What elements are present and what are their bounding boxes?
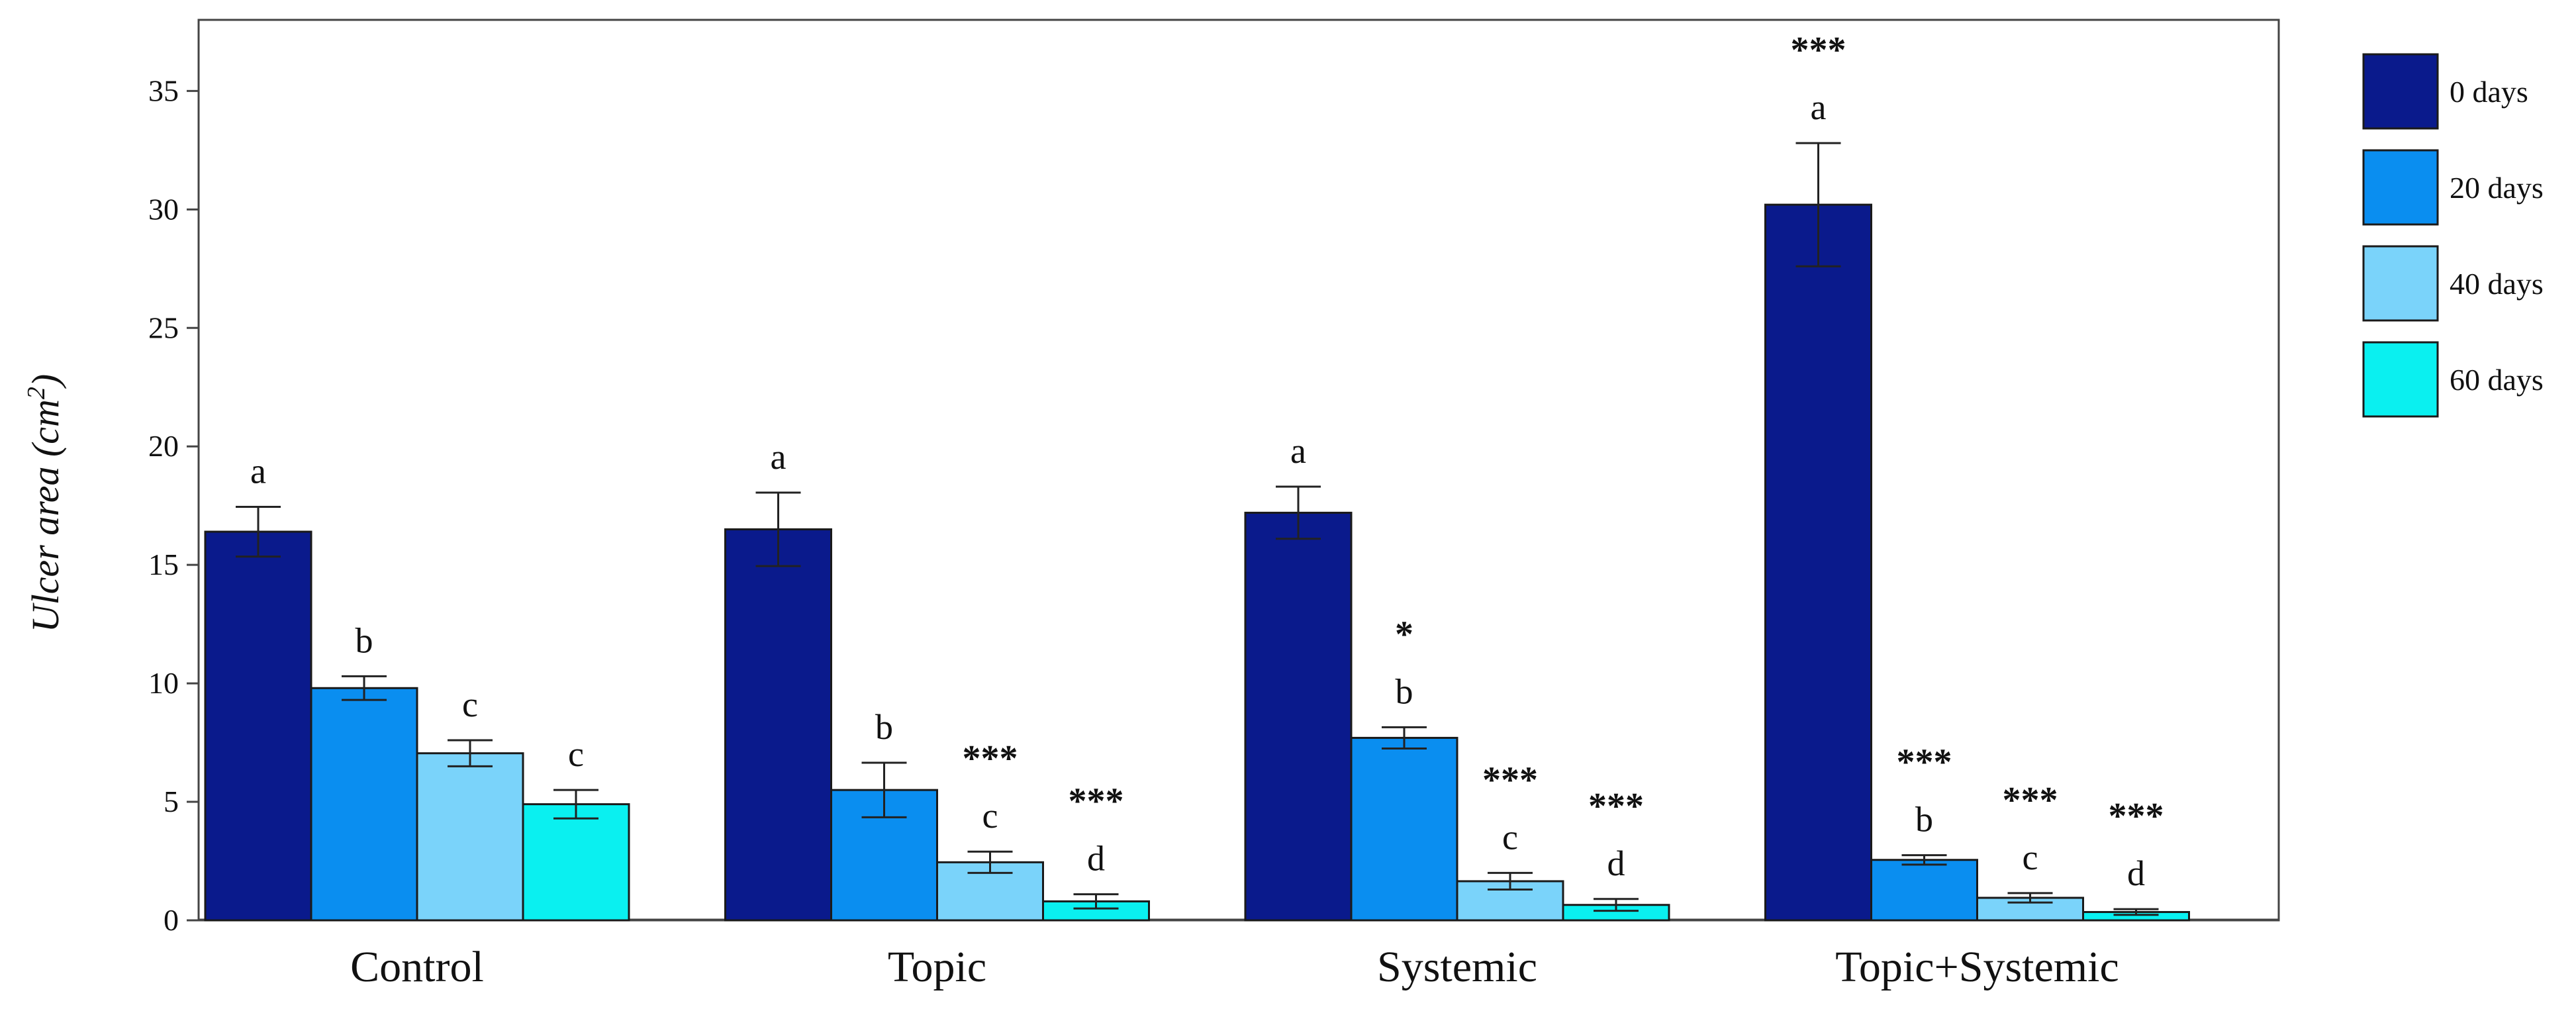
y-axis: 0 5 10 15 20 25 30 35 [148, 73, 199, 937]
significance-stars: *** [1069, 781, 1124, 822]
y-tick-label: 25 [148, 311, 179, 344]
legend-swatch [2362, 341, 2439, 418]
significance-letter: d [2127, 853, 2145, 893]
significance-stars: *** [2109, 796, 2164, 837]
legend-label: 20 days [2450, 171, 2544, 205]
significance-stars: * [1395, 614, 1413, 655]
bar [522, 803, 630, 922]
legend-swatch [2362, 53, 2439, 130]
y-tick-label: 0 [164, 903, 179, 937]
significance-letter: c [982, 796, 998, 836]
bar [1870, 859, 1978, 922]
significance-letter: a [771, 437, 787, 477]
y-tick-label: 30 [148, 192, 179, 226]
y-tick-label: 15 [148, 548, 179, 581]
significance-letter: a [1290, 431, 1306, 471]
bar [1350, 736, 1458, 922]
x-category-label: Topic [888, 943, 986, 991]
significance-stars: *** [1791, 30, 1846, 71]
legend-label: 0 days [2450, 75, 2528, 109]
significance-letter: c [1502, 817, 1518, 857]
legend: 0 days 20 days 40 days 60 days [2362, 53, 2544, 418]
y-tick-label: 10 [148, 666, 179, 700]
significance-letter: b [1915, 800, 1933, 840]
significance-letter: b [1396, 671, 1413, 711]
significance-letter: a [1811, 87, 1827, 127]
significance-stars: *** [1588, 786, 1644, 827]
x-axis: Control Topic Systemic Topic+Systemic [350, 943, 2119, 991]
bar [724, 528, 832, 922]
significance-letter: b [875, 707, 893, 747]
significance-letter: a [250, 451, 266, 491]
legend-swatch [2362, 245, 2439, 322]
bar [416, 752, 524, 922]
y-axis-label: Ulcer area (cm2) [23, 374, 67, 633]
significance-letter: c [462, 685, 478, 724]
bar [1244, 511, 1353, 922]
bar-groups: a b c c a b c *** d *** a b * c *** d *** a *** b *** c *** d **… [199, 30, 2279, 922]
y-tick-label: 35 [148, 73, 179, 107]
legend-swatch [2362, 149, 2439, 226]
significance-stars: *** [1482, 759, 1538, 800]
y-tick-label: 5 [164, 785, 179, 818]
significance-letter: d [1607, 844, 1625, 883]
legend-label: 40 days [2450, 267, 2544, 301]
legend-label: 60 days [2450, 363, 2544, 397]
significance-stars: *** [2003, 780, 2058, 821]
x-category-label: Topic+Systemic [1835, 943, 2119, 991]
significance-stars: *** [963, 738, 1018, 779]
significance-letter: d [1087, 839, 1105, 879]
significance-stars: *** [1897, 742, 1952, 783]
bar [310, 687, 418, 922]
significance-letter: c [568, 734, 584, 774]
y-tick-label: 20 [148, 429, 179, 463]
significance-letter: b [356, 620, 373, 660]
significance-letter: c [2023, 838, 2038, 877]
x-category-label: Control [350, 943, 484, 991]
bar [204, 530, 312, 922]
x-category-label: Systemic [1377, 943, 1537, 991]
bar [1764, 203, 1872, 922]
